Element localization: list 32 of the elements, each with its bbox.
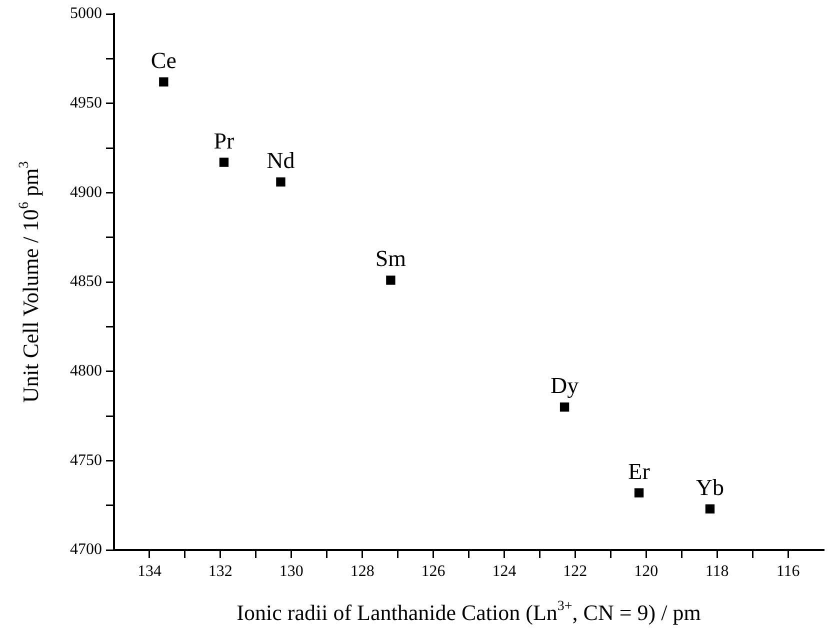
y-tick-label: 4800 (70, 362, 102, 380)
x-tick-label: 116 (776, 562, 800, 580)
annotation: Nd (266, 148, 296, 173)
annotation: Pr (214, 128, 235, 154)
annotation: Dy (550, 373, 580, 398)
annotation: Yb (696, 474, 724, 500)
y-tick-label: 5000 (70, 5, 102, 22)
y-tick-label: 4850 (70, 273, 102, 290)
point (219, 158, 229, 167)
point (386, 276, 396, 285)
x-tick-label: 132 (208, 562, 232, 580)
x-tick-label: 126 (421, 562, 446, 580)
y-tick-label: 4750 (70, 452, 102, 469)
point (276, 177, 286, 187)
x-tick-label: 120 (634, 562, 658, 580)
x-tick-label: 130 (279, 562, 304, 580)
x-tick-label: 124 (492, 562, 516, 580)
point (560, 402, 570, 412)
x-tick-label: 134 (137, 562, 162, 580)
y-tick-label: 4700 (70, 541, 102, 558)
y-tick-label: 4900 (70, 184, 102, 201)
x-tick-label: 128 (350, 562, 374, 580)
x-tick-label: 118 (705, 562, 729, 580)
y-tick-label: 4950 (70, 94, 102, 112)
y-axis-title: Unit Cell Volume / 106 pm3 (17, 161, 43, 403)
annotation: Sm (375, 246, 406, 272)
annotation: Ce (150, 48, 176, 73)
annotation: Er (628, 458, 650, 484)
point (159, 77, 168, 86)
point (705, 504, 715, 514)
point (634, 488, 644, 498)
x-tick-label: 122 (563, 562, 588, 580)
